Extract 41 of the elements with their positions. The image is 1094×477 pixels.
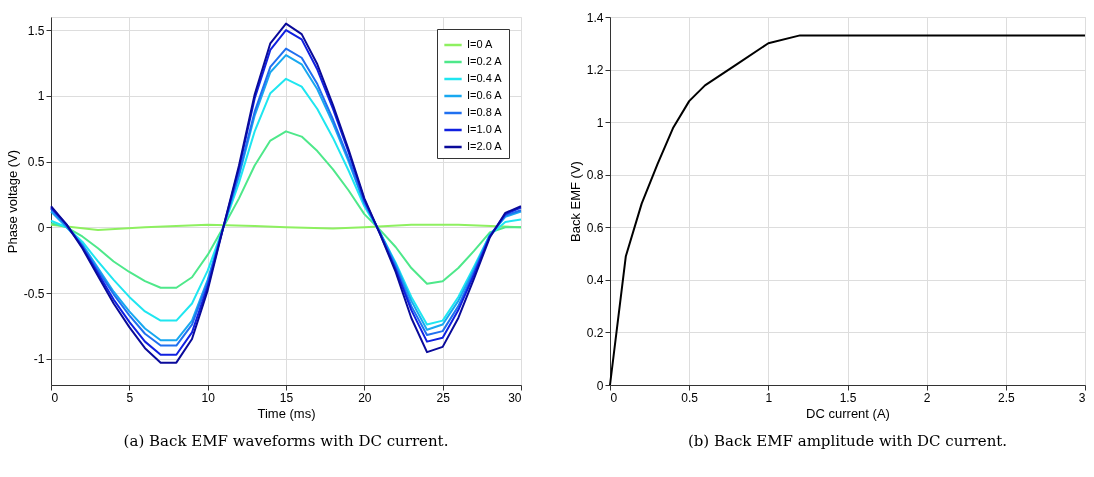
x-tick-label: 25 <box>436 390 451 405</box>
x-tick-label: 30 <box>508 390 522 405</box>
y-tick-label: 1 <box>596 115 604 130</box>
y-tick-label: 0.6 <box>586 220 604 235</box>
legend-label: I=0 A <box>467 38 494 50</box>
y-tick-label: 0.8 <box>586 168 604 183</box>
x-tick-label: 1 <box>765 390 773 405</box>
x-tick-label: 0 <box>610 390 618 405</box>
y-tick-label: 0 <box>596 378 604 393</box>
legend-label: I=0.6 A <box>467 89 503 101</box>
x-tick-label: 2 <box>923 390 931 405</box>
text: (b) Back EMF amplitude with DC current. <box>687 432 1008 450</box>
x-tick-label: 0.5 <box>681 390 699 405</box>
x-tick-label: 3 <box>1078 390 1086 405</box>
y-axis-title: Back EMF (V) <box>567 161 583 242</box>
y-tick-label: 1.5 <box>27 23 45 38</box>
text: (a) Back EMF waveforms with DC current. <box>123 432 449 450</box>
x-tick-label: 1.5 <box>839 390 857 405</box>
y-tick-label: -1 <box>33 352 45 367</box>
x-tick-label: 0 <box>51 390 59 405</box>
x-tick-label: 5 <box>126 390 134 405</box>
y-tick-label: 0.5 <box>27 155 45 170</box>
y-tick-label: 1.4 <box>586 10 604 25</box>
x-tick-label: 15 <box>279 390 294 405</box>
legend-label: I=0.2 A <box>467 55 503 67</box>
y-tick-label: 1 <box>37 89 45 104</box>
y-tick-label: 0 <box>37 220 45 235</box>
legend-label: I=2.0 A <box>467 140 503 152</box>
x-tick-label: 2.5 <box>997 390 1015 405</box>
y-axis-title: Phase voltage (V) <box>4 149 20 254</box>
legend-label: I=0.8 A <box>467 106 503 118</box>
x-axis-title: DC current (A) <box>806 405 890 421</box>
legend-label: I=1.0 A <box>467 123 503 135</box>
x-axis-title: Time (ms) <box>257 405 316 421</box>
x-tick-label: 10 <box>201 390 216 405</box>
x-tick-label: 20 <box>358 390 372 405</box>
y-tick-label: 1.2 <box>586 63 604 78</box>
y-tick-label: 0.4 <box>586 273 604 288</box>
y-tick-label: 0.2 <box>586 325 604 340</box>
legend-label: I=0.4 A <box>467 72 503 84</box>
y-tick-label: -0.5 <box>23 286 45 301</box>
